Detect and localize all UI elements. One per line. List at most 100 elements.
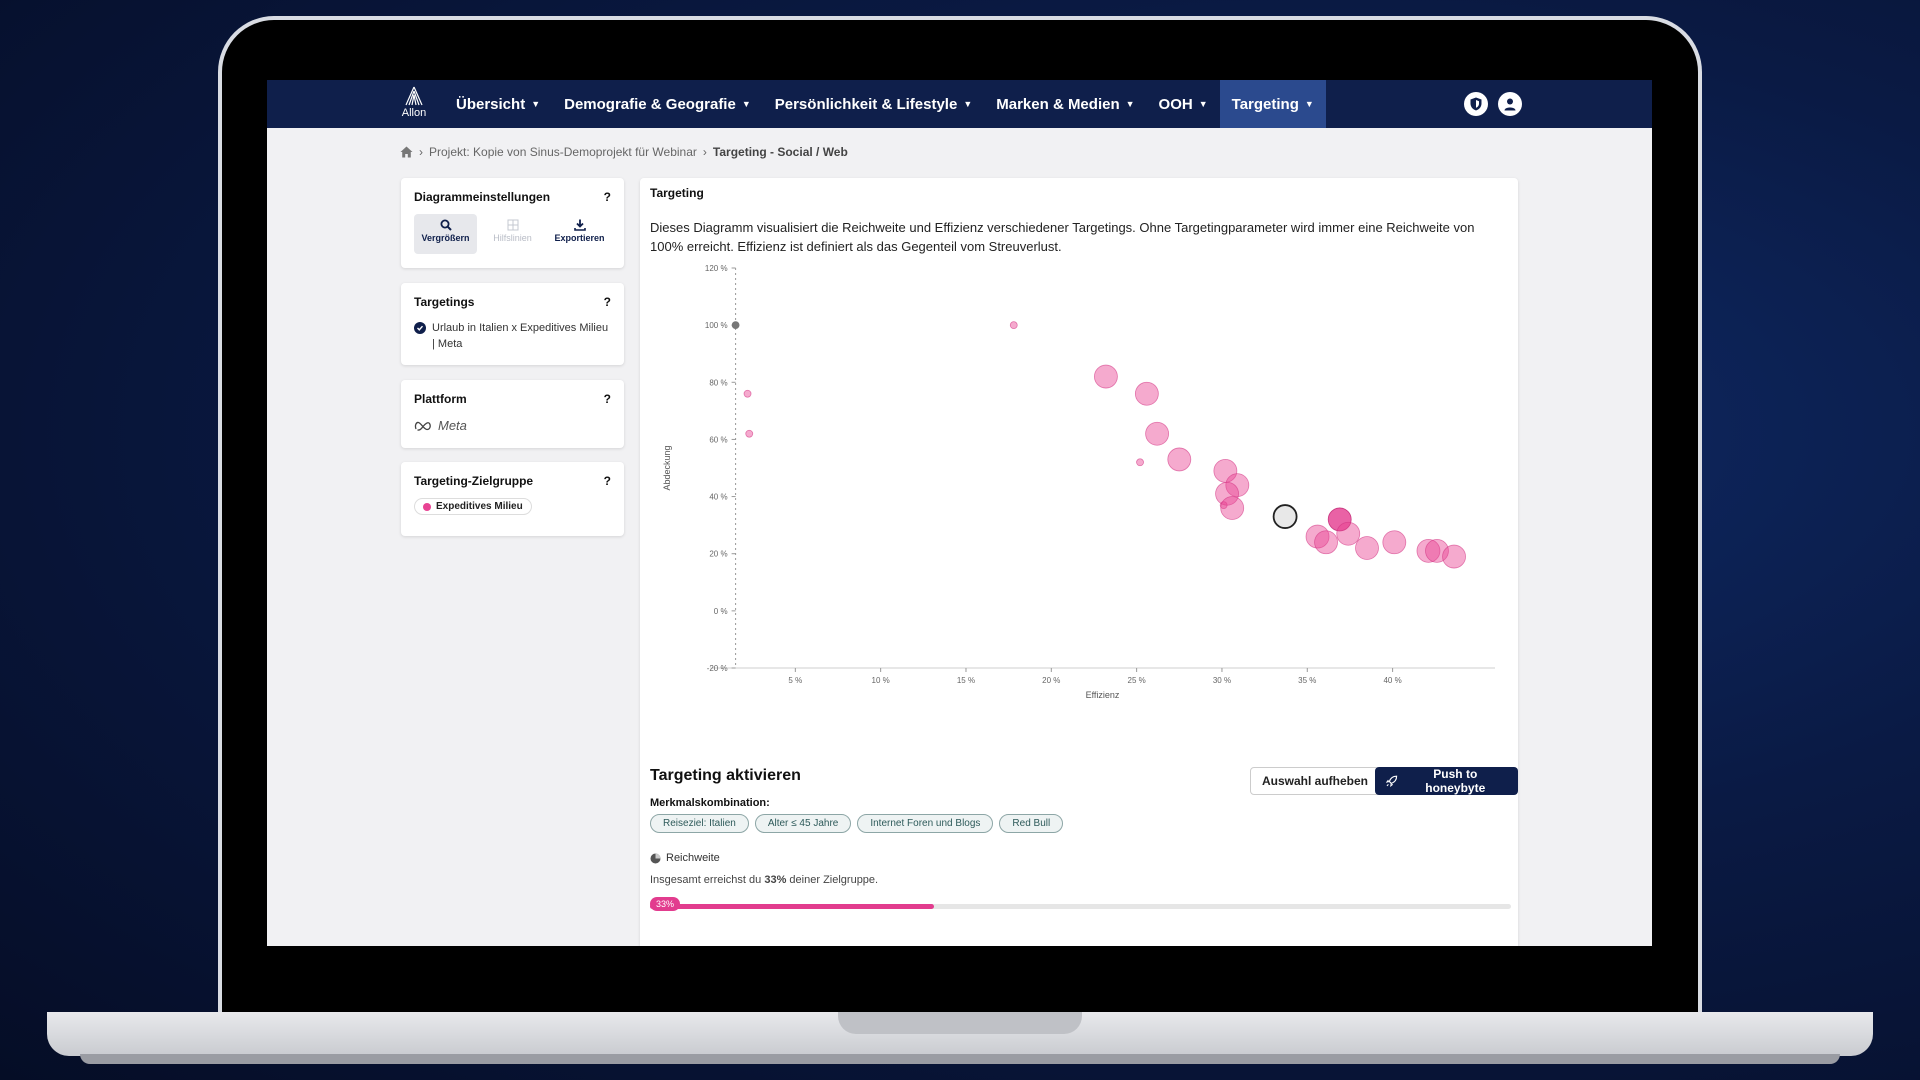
- help-icon[interactable]: ?: [603, 190, 611, 204]
- data-point: [1355, 536, 1379, 560]
- menu-ooh[interactable]: OOH ▼: [1147, 80, 1220, 128]
- x-tick-label: 30 %: [1213, 676, 1231, 685]
- feature-chips: Reiseziel: Italien Alter ≤ 45 Jahre Inte…: [650, 814, 1064, 833]
- menu-label: OOH: [1158, 95, 1193, 113]
- data-point: [1416, 538, 1441, 563]
- caret-down-icon: ▼: [1198, 99, 1208, 109]
- scatter-chart[interactable]: 120 % 100 % 80 % 60 % 40 % 20 % 0 % -20 % 5 % 10 …: [650, 258, 1510, 738]
- targeting-panel: Targeting Dieses Diagramm visualisiert d…: [640, 178, 1518, 946]
- meta-logo-icon: [414, 421, 431, 431]
- y-tick-label: 60 %: [709, 435, 727, 444]
- reach-progress-fill: 33%: [650, 897, 935, 911]
- chevron-right-icon: ›: [702, 145, 707, 159]
- data-point: [1167, 447, 1192, 472]
- gridlines-button[interactable]: Hilfslinien: [481, 214, 544, 254]
- data-point: [1215, 481, 1239, 506]
- laptop-base-shadow: [80, 1054, 1840, 1064]
- combination-label: Merkmalskombination:: [650, 797, 770, 809]
- export-button[interactable]: Exportieren: [548, 214, 611, 254]
- audience-card: Targeting-Zielgruppe ? Expeditives Milie…: [401, 462, 624, 536]
- y-tick-label: 40 %: [709, 493, 727, 502]
- x-tick-label: 10 %: [872, 676, 890, 685]
- targeting-item-label: Urlaub in Italien x Expeditives Milieu |…: [432, 322, 609, 350]
- card-title: Diagrammeinstellungen: [414, 190, 551, 204]
- feature-chip[interactable]: Internet Foren und Blogs: [857, 814, 994, 833]
- targetings-card: Targetings ? Urlaub in Italien x Expedit…: [401, 283, 624, 365]
- platform-name: Meta: [438, 418, 467, 433]
- selected-data-point: [1272, 504, 1298, 529]
- activate-title: Targeting aktivieren: [650, 767, 801, 784]
- data-point: [1327, 507, 1352, 532]
- brand-logo[interactable]: Allon: [397, 86, 431, 119]
- x-axis-label: Effizienz: [1086, 690, 1120, 700]
- zoom-button[interactable]: Vergrößern: [414, 214, 477, 254]
- targeting-item[interactable]: Urlaub in Italien x Expeditives Milieu |…: [414, 320, 611, 352]
- menu-targeting[interactable]: Targeting ▼: [1219, 80, 1326, 128]
- audience-chip-label: Expeditives Milieu: [436, 501, 523, 512]
- card-title: Targeting-Zielgruppe: [414, 474, 534, 488]
- data-point: [731, 321, 740, 330]
- x-tick-label: 15 %: [957, 676, 975, 685]
- card-header: Plattform ?: [414, 392, 611, 406]
- caret-down-icon: ▼: [1125, 99, 1135, 109]
- menu-persoenlichkeit[interactable]: Persönlichkeit & Lifestyle ▼: [763, 80, 985, 128]
- reach-suffix: deiner Zielgruppe.: [786, 874, 879, 886]
- x-tick-label: 25 %: [1128, 676, 1146, 685]
- data-point: [1136, 458, 1144, 467]
- tool-label: Vergrößern: [421, 233, 470, 243]
- color-dot-icon: [423, 502, 431, 511]
- reach-label-text: Reichweite: [666, 852, 720, 864]
- reach-prefix: Insgesamt erreichst du: [650, 874, 765, 886]
- help-icon[interactable]: ?: [603, 474, 611, 488]
- x-tick-label: 5 %: [788, 676, 802, 685]
- grid-icon: [507, 219, 518, 231]
- data-point: [745, 429, 754, 438]
- x-tick-label: 20 %: [1042, 676, 1060, 685]
- clear-selection-button[interactable]: Auswahl aufheben: [1250, 767, 1381, 795]
- menu-marken[interactable]: Marken & Medien ▼: [984, 80, 1146, 128]
- feature-chip[interactable]: Alter ≤ 45 Jahre: [754, 814, 852, 833]
- x-tick-label: 40 %: [1383, 676, 1401, 685]
- data-point: [1094, 364, 1118, 389]
- app-screen: Allon Übersicht ▼ Demografie & Geografie ▼…: [267, 80, 1652, 946]
- shield-icon[interactable]: [1464, 92, 1488, 116]
- tool-label: Exportieren: [554, 233, 605, 243]
- y-tick-label: 0 %: [714, 607, 728, 616]
- panel-title: Targeting: [650, 186, 704, 200]
- breadcrumb-project[interactable]: Projekt: Kopie von Sinus-Demoprojekt für…: [429, 145, 697, 159]
- caret-down-icon: ▼: [531, 99, 541, 109]
- menu-demografie[interactable]: Demografie & Geografie ▼: [552, 80, 763, 128]
- breadcrumb-current: Targeting - Social / Web: [712, 145, 848, 159]
- push-button[interactable]: Push to honeybyte: [1375, 767, 1518, 795]
- user-icon[interactable]: [1498, 92, 1522, 116]
- help-icon[interactable]: ?: [603, 392, 611, 406]
- card-header: Diagrammeinstellungen ?: [414, 190, 611, 204]
- menu-label: Persönlichkeit & Lifestyle: [774, 95, 958, 113]
- help-icon[interactable]: ?: [603, 295, 611, 309]
- y-axis-label: Abdeckung: [662, 445, 672, 490]
- allon-logo-icon: [405, 86, 423, 106]
- data-point: [1009, 321, 1018, 330]
- data-point: [1220, 496, 1245, 520]
- nav-icons: [1464, 92, 1522, 116]
- data-point: [1145, 421, 1170, 446]
- audience-chip[interactable]: Expeditives Milieu: [414, 498, 532, 515]
- reach-value: 33%: [764, 874, 787, 886]
- y-tick-label: 20 %: [709, 550, 727, 559]
- y-tick-label: 100 %: [705, 321, 728, 330]
- caret-down-icon: ▼: [741, 99, 751, 109]
- feature-chip[interactable]: Reiseziel: Italien: [650, 814, 749, 833]
- data-point: [743, 389, 752, 398]
- push-button-label: Push to honeybyte: [1425, 767, 1486, 795]
- data-point: [1336, 521, 1361, 546]
- feature-chip[interactable]: Red Bull: [999, 814, 1064, 833]
- laptop-notch: [838, 1012, 1082, 1034]
- reach-label: Reichweite: [650, 852, 720, 864]
- menu-label: Marken & Medien: [996, 95, 1120, 113]
- data-point: [1314, 530, 1338, 555]
- main-menu: Übersicht ▼ Demografie & Geografie ▼ Persö…: [444, 80, 1326, 128]
- menu-uebersicht[interactable]: Übersicht ▼: [444, 80, 552, 128]
- data-point: [1382, 530, 1407, 555]
- home-icon[interactable]: [400, 146, 413, 158]
- magnifier-icon: [440, 219, 452, 231]
